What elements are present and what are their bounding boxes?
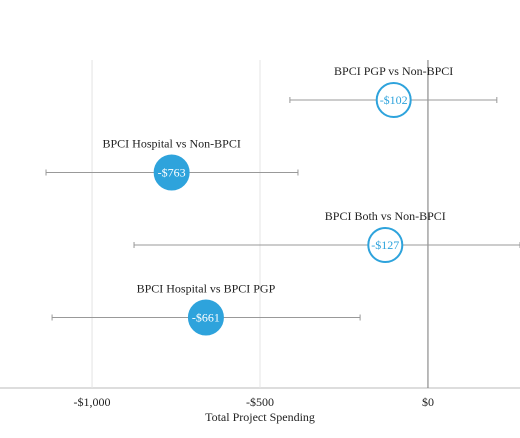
x-tick-label: -$500: [246, 395, 274, 409]
x-tick-label: -$1,000: [74, 395, 111, 409]
x-axis-label: Total Project Spending: [205, 410, 315, 424]
value-label: -$661: [192, 310, 220, 324]
value-label: -$102: [380, 93, 408, 107]
x-tick-label: $0: [422, 395, 434, 409]
value-label: -$127: [371, 238, 399, 252]
value-label: -$763: [158, 165, 186, 179]
estimate-dot: [187, 299, 224, 336]
estimate-dot: [375, 82, 412, 118]
series-label: BPCI Hospital vs BPCI PGP: [137, 281, 276, 295]
series-label: BPCI PGP vs Non-BPCI: [334, 64, 453, 78]
series-label: BPCI Both vs Non-BPCI: [325, 209, 446, 223]
estimate-dot: [367, 227, 404, 263]
estimate-dot: [153, 154, 190, 191]
series-label: BPCI Hospital vs Non-BPCI: [102, 136, 240, 150]
